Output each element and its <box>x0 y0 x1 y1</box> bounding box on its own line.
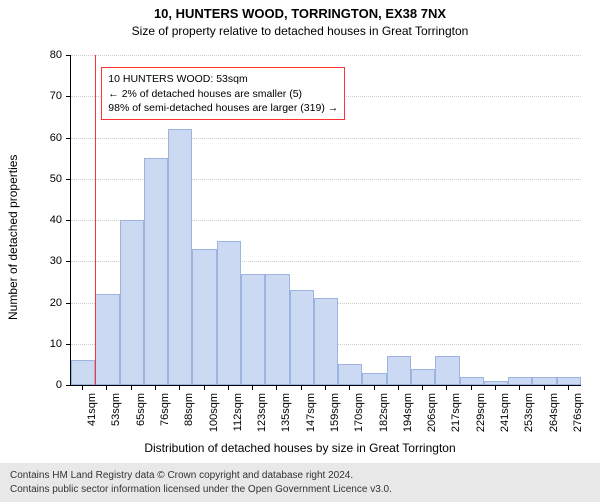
y-tick: 80 <box>0 49 62 61</box>
y-tick: 30 <box>0 255 62 267</box>
x-axis-label: Distribution of detached houses by size … <box>0 441 600 455</box>
x-tick: 159sqm <box>329 393 341 432</box>
histogram-bar <box>532 377 556 385</box>
chart-title: 10, HUNTERS WOOD, TORRINGTON, EX38 7NX <box>0 6 600 21</box>
x-tick: 123sqm <box>256 393 268 432</box>
histogram-bar <box>387 356 411 385</box>
histogram-bar <box>411 369 435 386</box>
histogram-bar <box>168 129 192 385</box>
histogram-bar <box>362 373 386 385</box>
x-tick: 76sqm <box>159 393 171 426</box>
y-tick: 70 <box>0 90 62 102</box>
footer-line-2: Contains public sector information licen… <box>10 483 590 497</box>
x-tick: 147sqm <box>305 393 317 432</box>
footer-line-1: Contains HM Land Registry data © Crown c… <box>10 469 590 483</box>
footer: Contains HM Land Registry data © Crown c… <box>0 463 600 502</box>
chart-subtitle: Size of property relative to detached ho… <box>0 24 600 38</box>
reference-line <box>95 55 96 385</box>
histogram-bar <box>314 298 338 385</box>
y-tick: 60 <box>0 132 62 144</box>
x-tick: 194sqm <box>402 393 414 432</box>
x-tick: 100sqm <box>208 393 220 432</box>
histogram-bar <box>144 158 168 385</box>
plot-area: 10 HUNTERS WOOD: 53sqm← 2% of detached h… <box>70 55 581 386</box>
x-tick: 217sqm <box>450 393 462 432</box>
x-tick: 241sqm <box>499 393 511 432</box>
annotation-line: ← 2% of detached houses are smaller (5) <box>108 87 338 101</box>
annotation-line: 10 HUNTERS WOOD: 53sqm <box>108 72 338 86</box>
histogram-bar <box>192 249 216 385</box>
y-tick: 10 <box>0 338 62 350</box>
histogram-bar <box>557 377 581 385</box>
histogram-bar <box>338 364 362 385</box>
histogram-bar <box>120 220 144 385</box>
x-tick: 264sqm <box>548 393 560 432</box>
histogram-bar <box>460 377 484 385</box>
x-tick: 276sqm <box>572 393 584 432</box>
x-tick: 65sqm <box>135 393 147 426</box>
y-tick: 0 <box>0 379 62 391</box>
histogram-bar <box>265 274 289 385</box>
y-tick: 40 <box>0 214 62 226</box>
chart-container: { "chart": { "type": "histogram", "title… <box>0 0 600 500</box>
histogram-bar <box>95 294 119 385</box>
x-tick: 135sqm <box>280 393 292 432</box>
x-tick: 229sqm <box>475 393 487 432</box>
x-tick: 41sqm <box>86 393 98 426</box>
x-tick: 88sqm <box>183 393 195 426</box>
y-tick: 50 <box>0 173 62 185</box>
histogram-bar <box>508 377 532 385</box>
x-tick: 206sqm <box>426 393 438 432</box>
y-tick: 20 <box>0 297 62 309</box>
x-tick: 112sqm <box>232 393 244 431</box>
x-tick: 253sqm <box>523 393 535 432</box>
histogram-bar <box>435 356 459 385</box>
x-tick: 170sqm <box>353 393 365 432</box>
histogram-bar <box>290 290 314 385</box>
x-tick: 53sqm <box>110 393 122 426</box>
annotation-box: 10 HUNTERS WOOD: 53sqm← 2% of detached h… <box>101 67 345 120</box>
histogram-bar <box>241 274 265 385</box>
histogram-bar <box>71 360 95 385</box>
x-tick: 182sqm <box>378 393 390 432</box>
histogram-bar <box>217 241 241 385</box>
annotation-line: 98% of semi-detached houses are larger (… <box>108 101 338 115</box>
